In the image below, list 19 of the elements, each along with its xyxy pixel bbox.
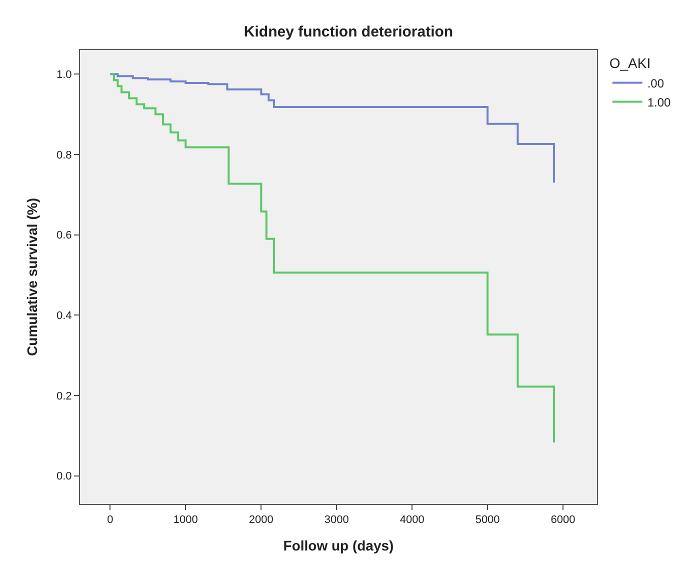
legend-label: 1.00 [647, 95, 672, 110]
y-tick-label: 0.6 [56, 230, 72, 242]
x-axis-title: Follow up (days) [283, 538, 394, 554]
legend-label: .00 [647, 76, 664, 90]
x-tick-label: 4000 [400, 514, 424, 526]
x-tick-label: 1000 [173, 514, 198, 526]
x-tick-label: 2000 [248, 514, 274, 526]
y-tick-label: 1.0 [56, 68, 72, 81]
y-tick-label: 0.4 [56, 310, 72, 322]
x-tick-label: 3000 [324, 514, 349, 526]
y-tick-label: 0.0 [56, 470, 72, 483]
y-tick-label: 0.8 [56, 149, 72, 162]
x-tick-label: 6000 [550, 514, 576, 526]
x-tick-label: 0 [107, 514, 114, 526]
y-axis-title: Cumulative survival (%) [24, 198, 40, 356]
y-tick-label: 0.2 [56, 390, 72, 402]
legend-title: O_AKI [609, 55, 651, 72]
x-tick-label: 5000 [475, 514, 500, 526]
chart-title: Kidney function deterioration [244, 23, 454, 40]
